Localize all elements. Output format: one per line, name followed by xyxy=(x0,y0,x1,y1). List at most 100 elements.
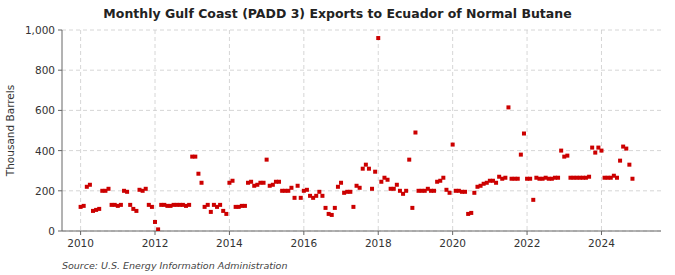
y-grid-line xyxy=(62,150,661,151)
point xyxy=(156,227,160,231)
x-grid-line xyxy=(378,30,379,231)
x-tick-label: 2016 xyxy=(290,237,317,249)
point xyxy=(522,132,526,136)
point xyxy=(150,205,154,209)
y-grid-line xyxy=(62,110,661,111)
point xyxy=(472,191,476,195)
x-grid-line xyxy=(155,30,156,231)
point xyxy=(531,198,535,202)
point xyxy=(82,204,86,208)
point xyxy=(193,155,197,159)
x-tick-label: 2024 xyxy=(588,237,615,249)
point xyxy=(587,175,591,179)
point xyxy=(395,183,399,187)
point xyxy=(289,186,293,190)
x-grid-line xyxy=(229,30,230,231)
point xyxy=(379,180,383,184)
point xyxy=(196,172,200,176)
x-tick-label: 2018 xyxy=(365,237,392,249)
title: Monthly Gulf Coast (PADD 3) Exports to E… xyxy=(103,6,571,21)
x-tick xyxy=(601,231,602,235)
point xyxy=(624,147,628,151)
point xyxy=(376,36,380,40)
x-tick-label: 2022 xyxy=(514,237,541,249)
point xyxy=(494,181,498,185)
point xyxy=(556,176,560,180)
point xyxy=(519,153,523,157)
point xyxy=(413,131,417,135)
point xyxy=(361,167,365,171)
y-tick xyxy=(58,110,62,111)
x-tick-label: 2014 xyxy=(216,237,243,249)
x-tick-label: 2010 xyxy=(67,237,94,249)
point xyxy=(506,105,510,109)
point xyxy=(373,170,377,174)
point xyxy=(296,184,300,188)
point xyxy=(432,189,436,193)
y-axis-line xyxy=(62,30,63,231)
point xyxy=(88,183,92,187)
y-tick xyxy=(58,70,62,71)
chart: Monthly Gulf Coast (PADD 3) Exports to E… xyxy=(0,0,675,275)
point xyxy=(277,180,281,184)
y-tick xyxy=(58,30,62,31)
y-tick-label: 400 xyxy=(35,145,55,157)
x-tick xyxy=(527,231,528,235)
point xyxy=(370,187,374,191)
point xyxy=(305,188,309,192)
y-tick xyxy=(58,150,62,151)
point xyxy=(441,176,445,180)
point xyxy=(299,196,303,200)
background xyxy=(0,0,675,275)
point xyxy=(224,212,228,216)
point xyxy=(249,180,253,184)
y-grid-line xyxy=(62,70,661,71)
x-grid-line xyxy=(80,30,81,231)
point xyxy=(333,206,337,210)
point xyxy=(407,158,411,162)
point xyxy=(153,220,157,224)
point xyxy=(262,181,266,185)
grid xyxy=(62,30,661,231)
point xyxy=(348,190,352,194)
point xyxy=(386,178,390,182)
point xyxy=(463,190,467,194)
point xyxy=(565,154,569,158)
y-tick-label: 600 xyxy=(35,104,55,116)
point xyxy=(469,211,473,215)
point xyxy=(410,206,414,210)
y-tick-label: 200 xyxy=(35,185,55,197)
point xyxy=(451,143,455,147)
point xyxy=(293,196,297,200)
point xyxy=(630,177,634,181)
point xyxy=(358,186,362,190)
point xyxy=(618,159,622,163)
y-tick xyxy=(58,231,62,232)
x-grid-line xyxy=(303,30,304,231)
point xyxy=(231,179,235,183)
point xyxy=(134,209,138,213)
point xyxy=(559,149,563,153)
point xyxy=(324,206,328,210)
x-tick xyxy=(452,231,453,235)
point xyxy=(265,158,269,162)
point xyxy=(615,176,619,180)
x-tick xyxy=(80,231,81,235)
y-tick-label: 1,000 xyxy=(25,24,55,36)
y-tick-label: 800 xyxy=(35,64,55,76)
point xyxy=(339,181,343,185)
y-grid-line xyxy=(62,30,661,31)
source-note: Source: U.S. Energy Information Administ… xyxy=(62,260,287,271)
x-tick xyxy=(229,231,230,235)
y-tick xyxy=(58,190,62,191)
point xyxy=(330,213,334,217)
x-tick xyxy=(378,231,379,235)
point xyxy=(317,190,321,194)
point xyxy=(320,194,324,198)
x-tick-label: 2012 xyxy=(142,237,169,249)
point xyxy=(314,194,318,198)
point xyxy=(516,177,520,181)
point xyxy=(336,185,340,189)
point xyxy=(590,146,594,150)
point xyxy=(448,191,452,195)
